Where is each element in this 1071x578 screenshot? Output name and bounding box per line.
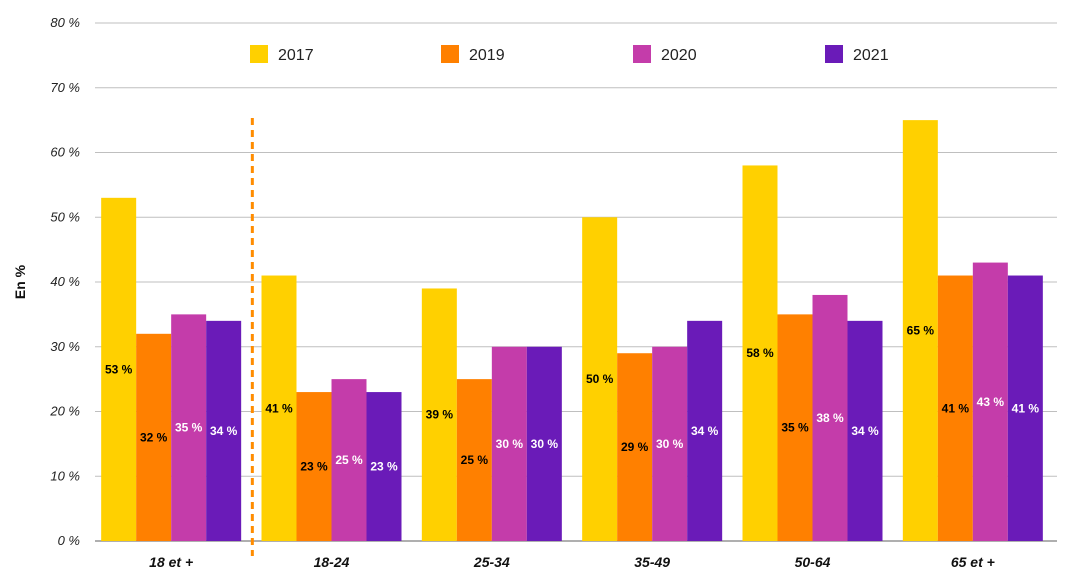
legend: 2017 2019 2020 2021 — [250, 45, 889, 64]
bar — [456, 379, 492, 541]
x-category-label: 35-49 — [634, 554, 670, 570]
data-label: 34 % — [851, 424, 879, 438]
legend-label: 2019 — [469, 47, 505, 64]
bar — [582, 217, 618, 541]
legend-swatch — [825, 45, 843, 63]
data-label: 50 % — [586, 372, 614, 386]
y-axis-label: En % — [12, 264, 28, 299]
data-label: 30 % — [656, 437, 684, 451]
data-label: 58 % — [746, 346, 774, 360]
data-label: 53 % — [105, 362, 133, 376]
y-tick-label: 80 % — [50, 15, 80, 30]
bar — [491, 346, 527, 541]
bar — [296, 392, 332, 541]
legend-swatch — [250, 45, 268, 63]
bar — [206, 320, 242, 541]
bar — [526, 346, 562, 541]
y-tick-label: 50 % — [50, 209, 80, 224]
legend-label: 2021 — [853, 47, 889, 64]
data-label: 30 % — [496, 437, 524, 451]
y-tick-label: 70 % — [50, 80, 80, 95]
bar — [136, 333, 172, 541]
bar — [101, 197, 137, 541]
bar — [261, 275, 297, 541]
y-tick-label: 0 % — [58, 533, 80, 548]
y-axis-ticks: 0 % 10 % 20 % 30 % 40 % 50 % 60 % 70 % 80 % — [49, 15, 80, 548]
data-label: 41 % — [265, 401, 293, 415]
data-label: 43 % — [977, 395, 1005, 409]
data-label: 29 % — [621, 440, 649, 454]
data-label: 25 % — [335, 453, 363, 467]
bar — [617, 353, 653, 541]
data-label: 34 % — [691, 424, 719, 438]
bar — [937, 275, 973, 541]
bar — [652, 346, 688, 541]
bar — [171, 314, 207, 541]
data-labels: 53 % 32 % 35 % 34 % 41 % 23 % 25 % 23 % 39 % 25 %… — [105, 324, 1039, 474]
data-label: 35 % — [781, 421, 809, 435]
bar — [847, 320, 883, 541]
bar — [742, 165, 778, 541]
legend-swatch — [441, 45, 459, 63]
data-label: 34 % — [210, 424, 238, 438]
bar — [812, 294, 848, 541]
y-tick-label: 10 % — [50, 468, 80, 483]
data-label: 65 % — [907, 324, 935, 338]
legend-label: 2020 — [661, 47, 697, 64]
data-label: 32 % — [140, 430, 168, 444]
legend-label: 2017 — [278, 47, 314, 64]
bar — [902, 120, 938, 541]
y-tick-label: 20 % — [49, 404, 80, 419]
x-axis-categories: 18 et + 18-24 25-34 35-49 50-64 65 et + — [149, 554, 995, 570]
y-tick-label: 40 % — [50, 274, 80, 289]
x-category-label: 50-64 — [795, 554, 831, 570]
bar — [1007, 275, 1043, 541]
bar — [331, 379, 367, 541]
data-label: 35 % — [175, 421, 203, 435]
data-label: 41 % — [942, 401, 970, 415]
x-category-label: 18 et + — [149, 554, 193, 570]
x-category-label: 18-24 — [314, 554, 350, 570]
legend-swatch — [633, 45, 651, 63]
data-label: 39 % — [426, 408, 454, 422]
y-tick-label: 60 % — [50, 145, 80, 160]
data-label: 23 % — [300, 460, 328, 474]
bar — [421, 288, 457, 541]
bars — [101, 120, 1043, 541]
grid-lines — [95, 22, 1057, 542]
x-category-label: 65 et + — [951, 554, 995, 570]
data-label: 30 % — [531, 437, 559, 451]
bar — [972, 262, 1008, 541]
data-label: 25 % — [461, 453, 489, 467]
data-label: 38 % — [816, 411, 844, 425]
data-label: 23 % — [370, 460, 398, 474]
x-category-label: 25-34 — [473, 554, 510, 570]
bar — [687, 320, 723, 541]
bar — [777, 314, 813, 541]
data-label: 41 % — [1012, 401, 1040, 415]
y-tick-label: 30 % — [50, 339, 80, 354]
bar — [366, 392, 402, 541]
